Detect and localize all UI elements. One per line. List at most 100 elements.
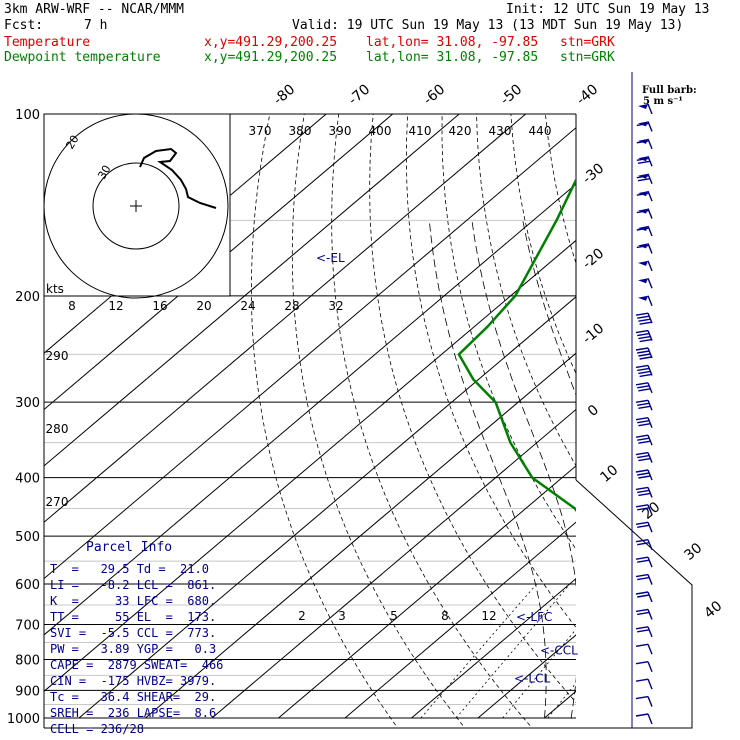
wind-barb-tick [637,611,650,616]
parcel-row: CIN = -175 HVBZ= 3979. [50,674,217,688]
parcel-row: Tc = 36.4 SHEAR= 29. [50,690,217,704]
hodograph-speed-label: 24 [240,299,255,313]
parcel-row: SREH = 236 LAPSE= 8.6 [50,706,217,720]
wind-barb-tick [637,559,650,563]
wind-barb-tick [635,312,649,316]
pressure-label: 300 [15,396,40,411]
mixing-ratio-line [642,584,740,718]
dew-station: stn=GRK [560,50,615,65]
wind-barb-tick [635,399,649,403]
isotherm [145,352,576,719]
wind-barb [647,295,653,306]
wind-barb-tick [637,402,650,406]
wind-barb [647,678,653,690]
dry-adiabat [251,114,399,728]
model-title: 3km ARW-WRF -- NCAR/MMM [4,2,185,17]
dew-latlon: lat,lon= 31.08, -97.85 [366,50,539,65]
mixing-ratio-label: 5 [390,609,398,623]
wind-barb [647,365,653,376]
adiabat-label: 280 [46,422,69,436]
wind-barb [647,591,653,603]
pressure-label: 100 [15,108,40,123]
dewpoint-line [457,177,576,512]
dry-adiabat [718,114,740,731]
hodograph: 20 30 kts [43,113,231,299]
wind-barb-tick [635,573,649,578]
isotherm [344,521,576,719]
wind-barb-tick [637,178,651,182]
hodograph-units: kts [46,282,64,296]
wind-barb [647,539,653,550]
wind-barb-tick [637,507,650,511]
dew-xy: x,y=491.29,200.25 [204,50,338,65]
wind-barb-tick [637,489,650,494]
parcel-row: K = 33 LFC = 680. [50,594,217,608]
isotherm [477,634,576,719]
wind-barbs: Full barb:5 m s⁻¹ [631,72,697,728]
wind-barb-tick [638,475,651,479]
init-time: Init: 12 UTC Sun 19 May 13 [506,2,710,17]
level-marker: <-CCL [540,643,578,657]
wind-barb-tick [637,629,650,633]
level-marker: <-EL [316,251,345,265]
wind-barb-flag [638,278,648,284]
isotherm-label: 10 [597,462,621,486]
parcel-info-panel: Parcel Info T = 29.5 Td = 21.0 LI = -8.2… [44,538,232,736]
wind-barb [647,469,653,481]
valid-time: Valid: 19 UTC Sun 19 May 13 (13 MDT Sun … [292,18,684,33]
isotherm [411,577,576,719]
isotherm-label: -20 [580,245,608,272]
hodograph-speed-label: 8 [68,299,76,313]
wind-barb-tick [639,338,652,343]
wind-barb-tick [637,594,650,598]
parcel-row: LI = -8.2 LCL = 861. [50,578,217,592]
temp-station: stn=GRK [560,35,615,50]
mixing-ratio-line [420,583,538,719]
wind-barb-tick [637,385,650,389]
isotherm [678,114,740,718]
isotherm-label: 40 [701,598,725,622]
isotherm [278,465,576,719]
wind-barb [647,609,653,620]
wind-barb [647,661,653,672]
hodograph-speed-label: 20 [196,299,211,313]
wind-barb-tick [636,157,649,161]
wind-barb-tick [636,192,649,196]
pressure-label: 1000 [7,712,40,727]
wind-barb-tick [637,332,650,337]
wind-barb [647,434,653,446]
barb-legend-bottom: 5 m s⁻¹ [643,96,683,107]
hodograph-ring [43,113,229,299]
wind-barb-tick [636,175,649,179]
wind-barb-tick [637,437,650,441]
pressure-label: 500 [15,530,40,545]
dry-adiabat [476,114,576,467]
pressure-label: 900 [15,684,40,699]
theta-label: 410 [409,124,432,138]
parcel-info-title: Parcel Info [86,540,173,555]
wind-barb [647,487,653,498]
level-annotations: <-EL <-LFC <-CCL <-LCL [316,251,578,686]
wind-barb-flag [638,295,648,301]
isotherm-label: -30 [580,160,608,187]
legend-temperature: Temperature [4,35,91,50]
wind-barb-tick [635,347,649,351]
isotherm [44,239,576,692]
theta-label: 370 [249,124,272,138]
wind-barb-tick [638,457,651,462]
wind-barb [647,556,653,568]
mixing-ratio-label: 12 [481,609,496,623]
wind-barb-tick [635,591,649,595]
legend-dewpoint: Dewpoint temperature [4,50,161,65]
isotherm [611,114,740,718]
wind-barb-flag [638,104,648,109]
wind-barb-tick [635,469,649,473]
dry-adiabat [510,114,576,375]
wind-barb-tick [635,364,649,369]
wind-barb-flag [638,260,648,266]
dry-adiabat [405,114,576,629]
isotherm [211,408,576,719]
wind-barb [647,522,653,533]
wind-barb-tick [637,454,650,459]
wind-barb-tick [638,440,651,444]
